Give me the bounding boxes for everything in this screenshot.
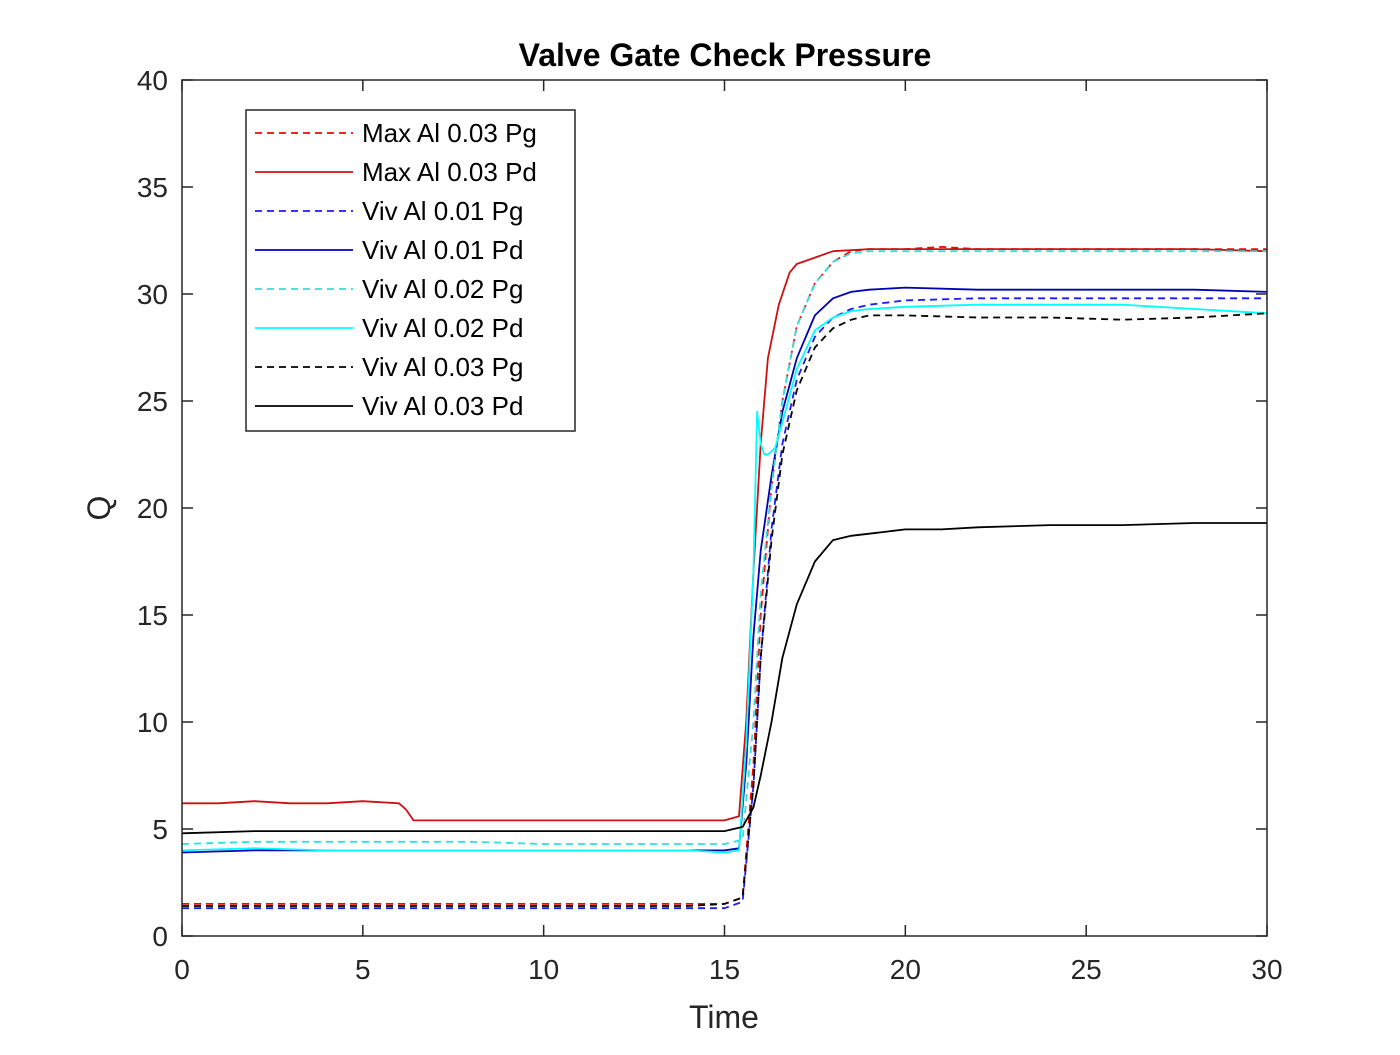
x-tick-label: 30 (1251, 954, 1282, 985)
x-axis-label: Time (689, 999, 759, 1035)
y-tick-label: 40 (137, 65, 168, 96)
y-tick-label: 20 (137, 493, 168, 524)
legend-label: Viv Al 0.01 Pd (362, 235, 523, 265)
x-tick-label: 0 (174, 954, 190, 985)
x-tick-label: 10 (528, 954, 559, 985)
legend: Max Al 0.03 Pg Max Al 0.03 Pd Viv Al 0.01 … (245, 109, 576, 432)
y-tick-label: 25 (137, 386, 168, 417)
series-line-2 (182, 297, 1267, 910)
y-axis-label: Q (81, 496, 117, 521)
x-axis: 0 5 10 15 20 25 30 (174, 80, 1283, 985)
legend-label: Viv Al 0.02 Pd (362, 313, 523, 343)
legend-label: Viv Al 0.02 Pg (362, 274, 523, 304)
legend-label: Max Al 0.03 Pg (362, 118, 537, 148)
legend-label: Max Al 0.03 Pd (362, 157, 537, 187)
legend-label: Viv Al 0.01 Pg (362, 196, 523, 226)
y-axis: 0 5 10 15 20 25 30 35 40 (137, 65, 1267, 952)
legend-box (245, 109, 576, 432)
y-tick-label: 30 (137, 279, 168, 310)
series-layer (181, 245, 1268, 910)
x-tick-label: 15 (709, 954, 740, 985)
y-tick-label: 10 (137, 707, 168, 738)
y-tick-label: 5 (152, 814, 168, 845)
y-tick-label: 35 (137, 172, 168, 203)
x-tick-label: 20 (890, 954, 921, 985)
x-tick-label: 25 (1071, 954, 1102, 985)
series-line-6 (182, 312, 1268, 907)
legend-label: Viv Al 0.03 Pg (362, 352, 523, 382)
series-line-0 (182, 245, 1267, 905)
legend-label: Viv Al 0.03 Pd (362, 391, 523, 421)
series-line-7 (181, 522, 1267, 835)
chart-title: Valve Gate Check Pressure (519, 37, 932, 73)
x-tick-label: 5 (355, 954, 371, 985)
y-tick-label: 0 (152, 921, 168, 952)
y-tick-label: 15 (137, 600, 168, 631)
series-line-5 (181, 303, 1268, 854)
series-line-4 (181, 250, 1267, 845)
